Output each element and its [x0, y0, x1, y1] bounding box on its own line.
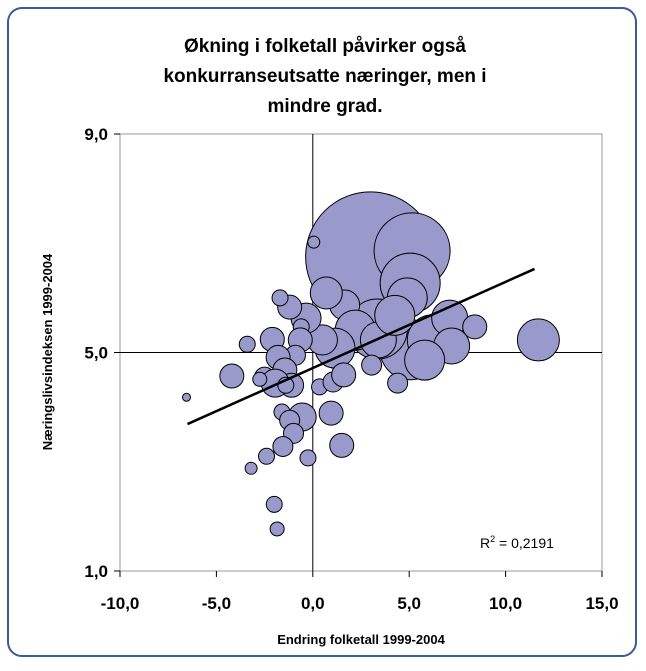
bubble [258, 447, 276, 465]
bubble [219, 363, 245, 389]
bubble [404, 339, 446, 381]
chart-title: Økning i folketall påvirker også [184, 36, 466, 57]
bubble [331, 362, 357, 388]
bubble [318, 400, 344, 426]
r-squared-sup: 2 [490, 534, 495, 544]
x-tick-label: -5,0 [202, 594, 231, 613]
bubble [329, 432, 355, 458]
chart-title: konkurranseutsatte næringer, men i [163, 66, 486, 87]
r-squared-rest: = 0,2191 [495, 535, 554, 551]
x-axis-label: Endring folketall 1999-2004 [277, 632, 445, 647]
bubble [307, 235, 321, 249]
bubble [238, 335, 256, 353]
r-squared: R2 = 0,2191 [480, 534, 554, 551]
y-tick-label: 9,0 [84, 125, 108, 144]
bubble [265, 495, 283, 513]
bubble [361, 354, 383, 376]
bubble [516, 318, 560, 362]
y-axis-label: Næringslivsindeksen 1999-2004 [40, 253, 55, 450]
bubble [374, 294, 416, 336]
bubble [299, 449, 317, 467]
trendline [186, 267, 536, 426]
bubble [387, 372, 409, 394]
bubble [244, 461, 258, 475]
x-tick-label: -10,0 [101, 594, 140, 613]
x-tick-label: 15,0 [585, 594, 618, 613]
y-tick-label: 5,0 [84, 344, 108, 363]
bubble [252, 371, 268, 387]
bubble [182, 392, 192, 402]
r-squared-base: R [480, 535, 490, 551]
x-tick-label: 0,0 [301, 594, 325, 613]
x-tick-label: 10,0 [489, 594, 522, 613]
bubble [462, 314, 488, 340]
bubble [271, 289, 289, 307]
bubble [272, 435, 294, 457]
bubble [309, 276, 343, 310]
chart-title: mindre grad. [267, 96, 382, 117]
y-tick-label: 1,0 [84, 562, 108, 581]
bubble [269, 521, 285, 537]
x-tick-label: 5,0 [397, 594, 421, 613]
